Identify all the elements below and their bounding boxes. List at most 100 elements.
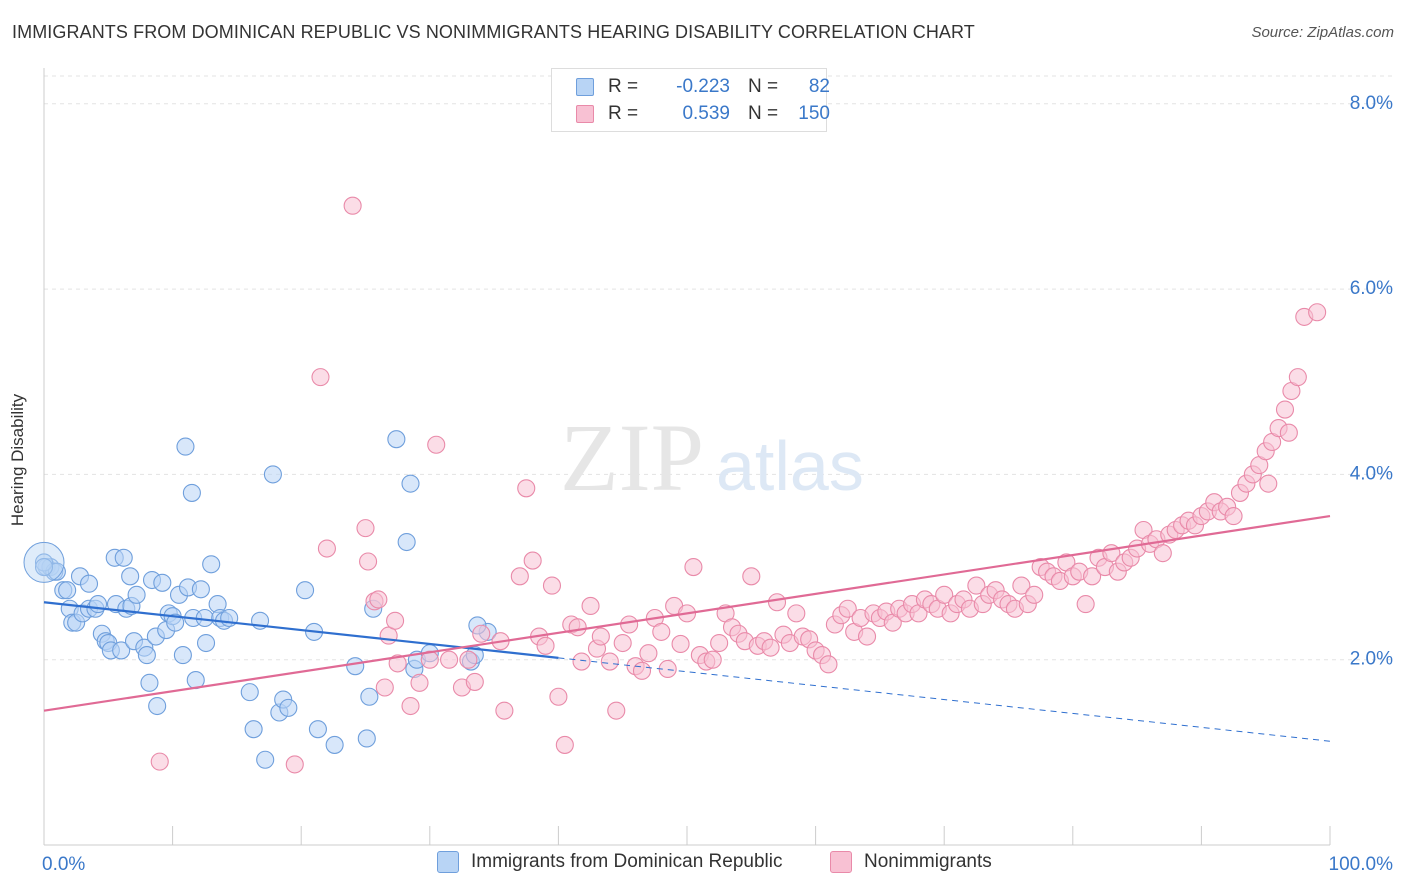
legend-r-value: 0.539 [682, 103, 730, 124]
point-immigrants [79, 574, 99, 593]
point-immigrants [127, 585, 146, 604]
point-nonimmigrants [639, 644, 658, 663]
point-immigrants [182, 483, 201, 502]
point-immigrants [176, 437, 195, 456]
point-nonimmigrants [767, 593, 787, 612]
point-nonimmigrants [440, 650, 459, 669]
point-immigrants [137, 646, 156, 665]
legend-n-value: 150 [798, 103, 830, 124]
point-immigrants-large [23, 541, 65, 583]
point-nonimmigrants [787, 604, 806, 623]
x-tick-label-max: 100.0% [1329, 854, 1394, 875]
point-nonimmigrants [359, 552, 378, 571]
point-nonimmigrants [1076, 595, 1095, 614]
point-nonimmigrants [472, 624, 491, 643]
point-nonimmigrants [703, 650, 722, 669]
point-immigrants [244, 720, 263, 739]
point-nonimmigrants [967, 576, 986, 595]
point-nonimmigrants [857, 627, 877, 646]
point-nonimmigrants [517, 479, 536, 498]
point-immigrants [263, 465, 282, 484]
series-legend-swatch-nonimmigrants [830, 851, 852, 873]
point-immigrants [148, 696, 167, 716]
series-legend: Immigrants from Dominican Republic Nonim… [0, 851, 1406, 879]
point-immigrants [346, 657, 365, 676]
point-immigrants [360, 687, 379, 706]
trend-line-nonimmigrants [43, 515, 1331, 712]
point-immigrants [240, 683, 259, 702]
point-nonimmigrants [620, 615, 639, 634]
point-immigrants [196, 633, 216, 653]
point-immigrants [58, 581, 77, 600]
trend-line-immigrants [43, 601, 559, 659]
point-immigrants [279, 698, 298, 717]
point-nonimmigrants [401, 696, 420, 716]
point-nonimmigrants [632, 661, 652, 680]
point-immigrants [357, 729, 376, 748]
point-immigrants [114, 548, 133, 567]
point-nonimmigrants [568, 618, 587, 637]
source-label: Source: ZipAtlas.com [1251, 24, 1394, 41]
point-nonimmigrants [375, 678, 394, 697]
point-nonimmigrants [1308, 303, 1327, 322]
point-nonimmigrants [285, 755, 304, 774]
point-nonimmigrants [495, 701, 514, 720]
point-nonimmigrants [742, 567, 761, 586]
point-nonimmigrants [652, 622, 671, 641]
point-nonimmigrants [1259, 474, 1278, 493]
point-nonimmigrants [523, 551, 542, 570]
point-immigrants [401, 474, 420, 493]
grid-layer [44, 75, 1392, 661]
point-nonimmigrants [935, 585, 954, 604]
y-tick-label: 6.0% [1350, 278, 1393, 299]
point-nonimmigrants [1012, 576, 1031, 595]
legend-r-value: -0.223 [676, 76, 730, 97]
series-legend-nonimmigrants: Nonimmigrants [830, 851, 992, 873]
axes-layer [43, 68, 1331, 846]
point-immigrants [121, 567, 140, 586]
point-nonimmigrants [581, 596, 600, 616]
point-nonimmigrants [1025, 585, 1044, 604]
chart-title: IMMIGRANTS FROM DOMINICAN REPUBLIC VS NO… [12, 22, 975, 42]
point-nonimmigrants [761, 638, 780, 657]
point-immigrants [202, 555, 221, 574]
y-axis-label: Hearing Disability [8, 393, 27, 527]
series-legend-label-immigrants: Immigrants from Dominican Republic [471, 851, 783, 872]
x-tick-label-min: 0.0% [42, 854, 85, 875]
legend-r-label: R = [608, 76, 639, 97]
point-nonimmigrants [549, 687, 568, 706]
point-nonimmigrants [607, 701, 626, 720]
series-legend-label-nonimmigrants: Nonimmigrants [864, 851, 992, 872]
point-immigrants [387, 430, 406, 449]
series-legend-immigrants: Immigrants from Dominican Republic [437, 851, 783, 873]
point-nonimmigrants [369, 590, 388, 609]
point-nonimmigrants [1288, 368, 1307, 387]
point-nonimmigrants [150, 752, 169, 771]
point-nonimmigrants [1275, 400, 1295, 419]
point-nonimmigrants [542, 576, 562, 595]
point-immigrants [325, 735, 344, 754]
point-immigrants [34, 557, 54, 577]
point-nonimmigrants [536, 636, 555, 655]
legend-row-nonimmigrants: R = 0.539 N = 150 [576, 102, 830, 126]
point-nonimmigrants [1083, 567, 1102, 586]
point-immigrants [191, 580, 210, 599]
point-nonimmigrants [510, 567, 529, 586]
point-nonimmigrants [1279, 423, 1298, 442]
point-nonimmigrants [710, 633, 729, 653]
series-legend-swatch-immigrants [437, 851, 459, 873]
watermark-zip: ZIP [560, 404, 704, 511]
y-tick-label: 2.0% [1350, 649, 1393, 670]
point-nonimmigrants [684, 557, 703, 577]
trend-line-immigrants-extrapolated [558, 657, 1331, 742]
point-nonimmigrants [311, 368, 330, 387]
y-tick-label: 8.0% [1350, 93, 1393, 114]
point-nonimmigrants [591, 627, 610, 646]
y-tick-label: 4.0% [1350, 463, 1393, 484]
point-immigrants [88, 595, 108, 614]
point-immigrants [166, 613, 185, 632]
legend-n-label: N = [748, 76, 779, 97]
trend-layer [43, 515, 1331, 742]
point-immigrants [140, 673, 159, 692]
